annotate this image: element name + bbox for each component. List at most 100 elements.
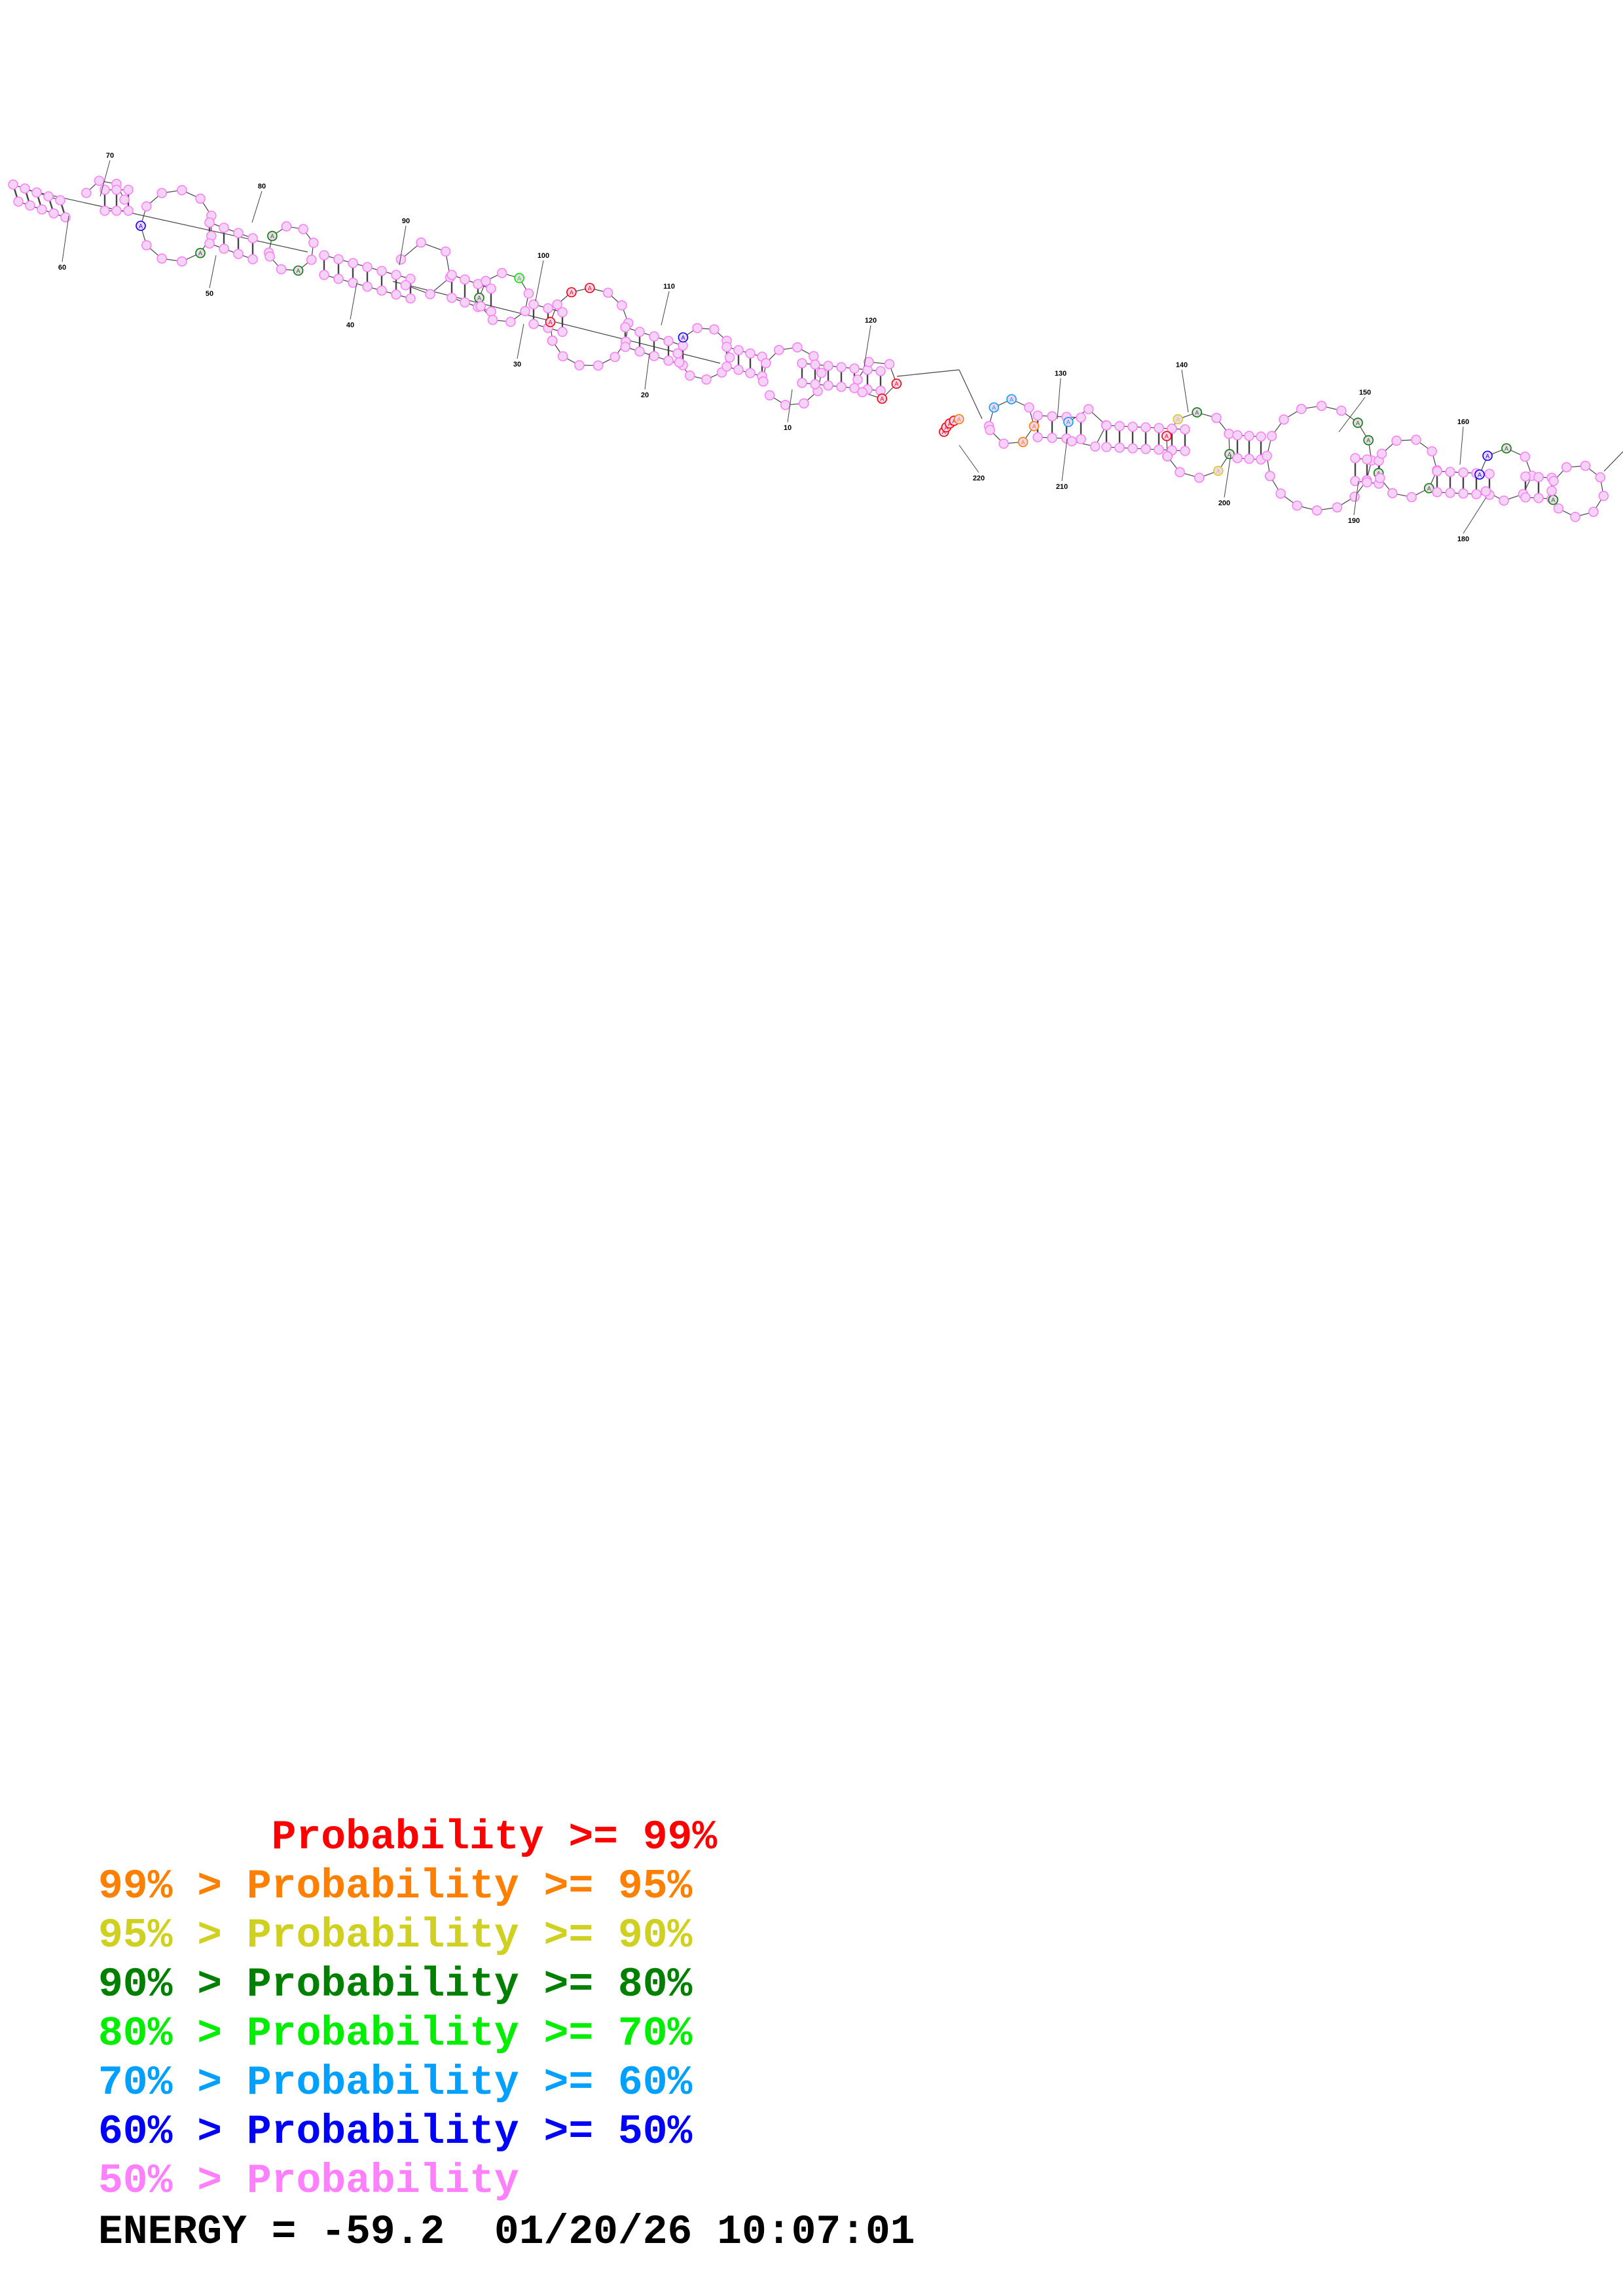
nucleotide — [649, 351, 659, 361]
nucleotide — [884, 359, 895, 370]
nucleotide — [111, 185, 122, 195]
nucleotide — [13, 196, 24, 207]
nucleotide — [1376, 448, 1387, 459]
nucleotide — [721, 342, 732, 352]
nucleotide-letter: A — [942, 429, 946, 435]
nucleotide — [1032, 432, 1043, 442]
nucleotide — [816, 367, 827, 378]
backbone-segment — [896, 369, 960, 377]
nucleotide — [557, 307, 568, 317]
nucleotide — [545, 317, 556, 327]
nucleotide — [780, 399, 791, 410]
nucleotide — [1336, 405, 1347, 416]
nucleotide — [823, 361, 833, 371]
nucleotide — [100, 206, 110, 216]
tick-line — [1181, 369, 1189, 413]
nucleotide — [20, 183, 30, 194]
nucleotide — [1127, 443, 1138, 454]
nucleotide — [233, 228, 244, 238]
nucleotide-letter: A — [588, 285, 592, 292]
nucleotide — [678, 332, 689, 343]
nucleotide — [156, 253, 167, 264]
nucleotide — [1548, 476, 1559, 486]
base-pairs — [12, 184, 1553, 499]
nucleotide — [293, 265, 304, 276]
legend-row-80: 90% > Probability >= 80% — [98, 1962, 693, 2008]
nucleotide — [733, 345, 744, 355]
nucleotide — [1533, 493, 1544, 503]
nucleotide — [233, 249, 244, 259]
nucleotide — [1411, 435, 1421, 445]
nucleotide — [1127, 422, 1138, 432]
backbone-segment — [392, 281, 721, 364]
nucleotide — [1063, 416, 1074, 427]
nucleotide — [1266, 431, 1277, 441]
nucleotide — [1445, 488, 1455, 498]
nucleotide — [496, 268, 507, 278]
nucleotide — [400, 279, 411, 291]
nucleotide — [219, 223, 229, 233]
nucleotide — [692, 323, 702, 334]
tick-line — [1061, 438, 1068, 482]
nucleotide — [25, 200, 35, 211]
nucleotide — [1194, 473, 1205, 483]
nucleotide — [1363, 435, 1374, 446]
nucleotide — [1029, 421, 1040, 431]
nucleotide — [460, 297, 470, 308]
nucleotide — [557, 327, 568, 337]
nucleotide — [460, 274, 470, 285]
nucleotide — [37, 204, 47, 215]
nucleotide-letter: A — [944, 424, 948, 431]
nucleotide — [724, 352, 735, 363]
nucleotide — [1244, 431, 1254, 441]
nucleotide — [1265, 471, 1275, 482]
nucleotide — [520, 306, 530, 317]
nucleotide — [634, 327, 645, 337]
nucleotide — [1316, 401, 1327, 411]
nucleotide-letter: A — [1021, 439, 1025, 446]
tick-line — [661, 291, 670, 326]
nucleotide — [610, 351, 620, 363]
nucleotide — [219, 243, 229, 254]
nucleotide — [136, 221, 146, 231]
legend-row-low: 50% > Probability — [98, 2158, 519, 2204]
nucleotide — [447, 270, 457, 280]
nucleotide — [1362, 454, 1372, 465]
nucleotide-letter: A — [880, 396, 884, 403]
nucleotide — [1423, 483, 1434, 493]
nucleotide-letter: A — [1356, 420, 1360, 426]
legend-row-95: 99% > Probability >= 95% — [98, 1863, 693, 1910]
nucleotide-letter: A — [517, 275, 521, 281]
tick-label: 130 — [1055, 370, 1067, 378]
nucleotide — [141, 201, 152, 212]
nucleotide — [757, 376, 769, 387]
nucleotide-letter: A — [549, 319, 553, 325]
nucleotide — [810, 359, 820, 370]
nucleotide — [1175, 467, 1185, 478]
nucleotide — [1458, 467, 1468, 478]
nucleotide — [60, 212, 71, 223]
nucleotide-letter: A — [139, 223, 143, 230]
nucleotide — [985, 425, 995, 435]
nucleotide — [620, 322, 630, 332]
nucleotide — [1114, 421, 1125, 431]
nucleotide — [1520, 471, 1531, 482]
nucleotide — [1474, 469, 1485, 480]
nucleotide — [799, 398, 809, 409]
nucleotide — [416, 237, 426, 248]
nucleotide — [602, 287, 613, 298]
nucleotide — [319, 250, 329, 260]
nucleotide — [1332, 502, 1343, 512]
nucleotide — [585, 283, 595, 293]
nucleotide — [663, 336, 674, 346]
nucleotide — [1244, 454, 1254, 464]
nucleotide — [123, 206, 134, 216]
nucleotide — [362, 262, 373, 272]
backbone-segment — [26, 189, 308, 253]
legend-row-99: Probability >= 99% — [98, 1814, 718, 1861]
nucleotide — [1458, 488, 1468, 499]
nucleotide — [1499, 495, 1509, 506]
nucleotide — [1279, 414, 1289, 425]
nucleotide — [333, 274, 344, 284]
legend-row-60: 70% > Probability >= 60% — [98, 2060, 693, 2106]
